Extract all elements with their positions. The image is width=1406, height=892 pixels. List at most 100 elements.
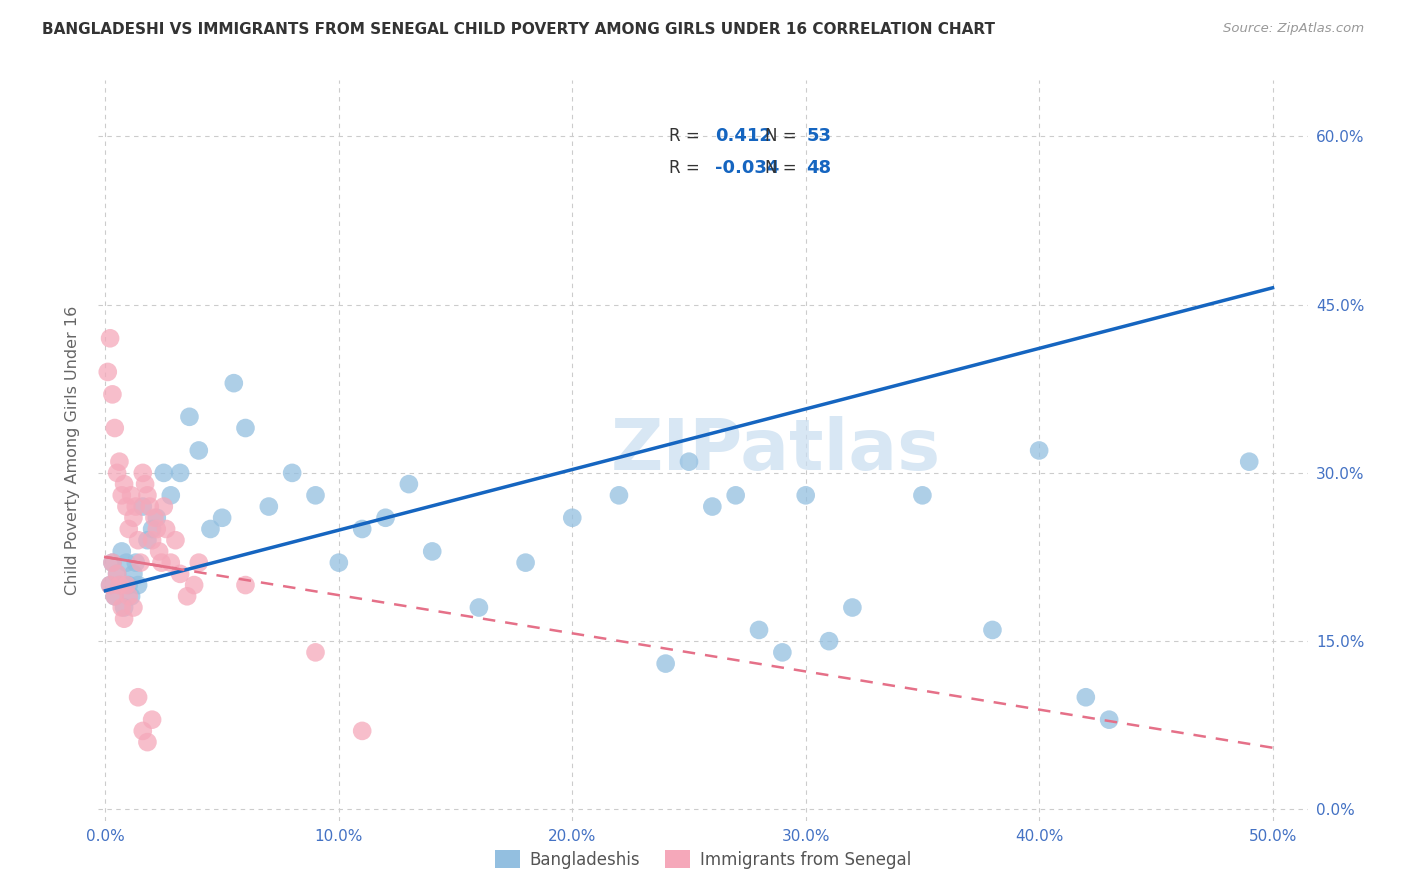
Point: [141, 522, 163, 536]
Point: [352, 723, 374, 738]
Point: [1237, 455, 1260, 469]
Text: 48: 48: [807, 159, 832, 177]
Point: [911, 488, 934, 502]
Point: [159, 488, 181, 502]
Point: [101, 387, 124, 401]
Point: [127, 533, 149, 548]
Point: [122, 566, 145, 581]
Point: [304, 488, 326, 502]
Point: [104, 421, 127, 435]
Point: [169, 566, 191, 581]
Point: [200, 522, 222, 536]
Point: [420, 544, 443, 558]
Text: R =: R =: [669, 128, 700, 145]
Point: [120, 589, 142, 603]
Point: [111, 488, 134, 502]
Text: BANGLADESHI VS IMMIGRANTS FROM SENEGAL CHILD POVERTY AMONG GIRLS UNDER 16 CORREL: BANGLADESHI VS IMMIGRANTS FROM SENEGAL C…: [42, 22, 995, 37]
Point: [112, 612, 135, 626]
Point: [136, 533, 159, 548]
Point: [108, 578, 131, 592]
Point: [150, 556, 173, 570]
Point: [146, 510, 169, 524]
Text: N =: N =: [765, 159, 797, 177]
Point: [352, 522, 374, 536]
Point: [143, 510, 166, 524]
Point: [794, 488, 817, 502]
Point: [1074, 690, 1097, 705]
Point: [841, 600, 863, 615]
Point: [304, 645, 326, 659]
Point: [398, 477, 420, 491]
Point: [159, 556, 181, 570]
Point: [152, 500, 174, 514]
Point: [97, 365, 120, 379]
Point: [132, 466, 155, 480]
Text: R =: R =: [669, 159, 700, 177]
Point: [136, 735, 159, 749]
Point: [118, 578, 141, 592]
Point: [374, 510, 396, 524]
Point: [235, 421, 257, 435]
Text: 53: 53: [807, 128, 831, 145]
Point: [1098, 713, 1121, 727]
Y-axis label: Child Poverty Among Girls Under 16: Child Poverty Among Girls Under 16: [65, 306, 80, 595]
Point: [101, 556, 124, 570]
Point: [770, 645, 793, 659]
Point: [104, 589, 127, 603]
Point: [105, 566, 128, 581]
Point: [118, 589, 141, 603]
Point: [122, 600, 145, 615]
Point: [141, 713, 163, 727]
Point: [105, 466, 128, 480]
Point: [127, 578, 149, 592]
Point: [818, 634, 841, 648]
Point: [112, 477, 135, 491]
Point: [328, 556, 350, 570]
Point: [115, 578, 138, 592]
Point: [120, 488, 142, 502]
Point: [169, 466, 191, 480]
Point: [561, 510, 583, 524]
Point: [257, 500, 280, 514]
Point: [136, 488, 159, 502]
Point: [179, 409, 201, 424]
Point: [134, 477, 156, 491]
Point: [211, 510, 233, 524]
Point: [281, 466, 304, 480]
Point: [104, 589, 127, 603]
Point: [129, 556, 152, 570]
Point: [112, 600, 135, 615]
Text: Source: ZipAtlas.com: Source: ZipAtlas.com: [1223, 22, 1364, 36]
Point: [122, 510, 145, 524]
Point: [127, 690, 149, 705]
Point: [1028, 443, 1050, 458]
Text: ZIPatlas: ZIPatlas: [610, 416, 941, 485]
Point: [139, 500, 162, 514]
Point: [748, 623, 770, 637]
Point: [108, 455, 131, 469]
Text: N =: N =: [765, 128, 797, 145]
Point: [235, 578, 257, 592]
Point: [98, 578, 121, 592]
Point: [187, 443, 209, 458]
Point: [678, 455, 700, 469]
Point: [115, 556, 138, 570]
Point: [222, 376, 245, 391]
Point: [111, 600, 134, 615]
Point: [148, 544, 170, 558]
Point: [702, 500, 724, 514]
Point: [724, 488, 747, 502]
Point: [115, 500, 138, 514]
Point: [105, 566, 128, 581]
Point: [468, 600, 491, 615]
Point: [654, 657, 676, 671]
Point: [176, 589, 198, 603]
Point: [98, 331, 121, 345]
Point: [183, 578, 205, 592]
Point: [101, 556, 124, 570]
Point: [98, 578, 121, 592]
Text: 0.412: 0.412: [714, 128, 772, 145]
Point: [118, 522, 141, 536]
Point: [111, 544, 134, 558]
Point: [607, 488, 630, 502]
